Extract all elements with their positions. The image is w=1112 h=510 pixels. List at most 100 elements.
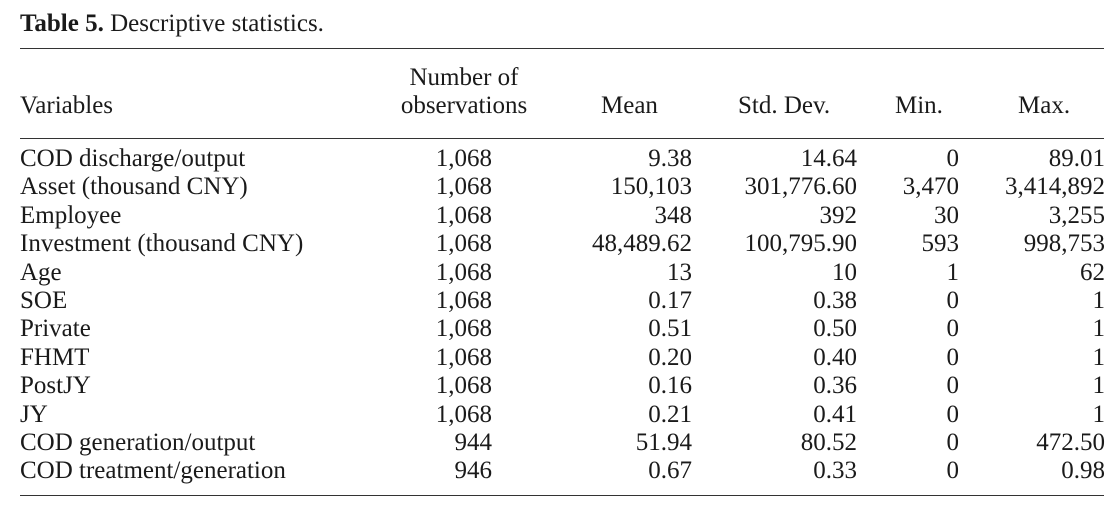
cell-variable: Investment (thousand CNY) — [20, 230, 304, 258]
cell-variable: COD discharge/output — [20, 145, 246, 172]
cell-min: 0 — [946, 400, 960, 428]
table-header-rule — [20, 138, 1104, 139]
cell-variable: Employee — [20, 201, 122, 229]
cell-observations: 1,068 — [435, 343, 492, 371]
header-observations: Number of observations — [380, 64, 548, 120]
cell-max: 0.98 — [1061, 457, 1105, 485]
cell-std-dev: 392 — [819, 201, 858, 229]
cell-max: 1 — [1092, 287, 1106, 315]
cell-std-dev: 10 — [832, 258, 857, 286]
cell-std-dev: 0.38 — [813, 287, 857, 315]
cell-min: 1 — [946, 258, 960, 286]
cell-observations: 946 — [454, 457, 493, 485]
cell-observations: 944 — [454, 429, 493, 457]
cell-mean: 0.16 — [648, 372, 692, 400]
cell-max: 3,414,892 — [1005, 173, 1105, 201]
table-row: Age 1,068 13 10 1 62 — [20, 259, 1105, 287]
statistics-table: COD discharge/output 1,068 9.38 14.64 0 89.01… — [20, 145, 1105, 486]
table-row: Employee 1,068 348 392 30 3,255 — [20, 202, 1105, 230]
cell-observations: 1,068 — [435, 258, 492, 286]
cell-max: 1 — [1092, 372, 1106, 400]
cell-observations: 1,068 — [435, 173, 492, 201]
cell-observations: 1,068 — [435, 372, 492, 400]
cell-variable: COD treatment/generation — [20, 457, 286, 485]
cell-variable: Asset (thousand CNY) — [20, 173, 248, 201]
cell-observations: 1,068 — [435, 287, 492, 315]
cell-mean: 348 — [654, 201, 693, 229]
cell-mean: 0.21 — [648, 400, 692, 428]
header-mean: Mean — [601, 92, 658, 119]
cell-mean: 0.17 — [648, 287, 692, 315]
cell-observations: 1,068 — [435, 315, 492, 343]
table-row: FHMT 1,068 0.20 0.40 0 1 — [20, 344, 1105, 372]
cell-mean: 0.51 — [648, 315, 692, 343]
cell-variable: COD generation/output — [20, 429, 256, 457]
cell-max: 1 — [1092, 400, 1106, 428]
cell-mean: 48,489.62 — [592, 230, 692, 258]
cell-std-dev: 0.41 — [813, 400, 857, 428]
cell-min: 30 — [934, 201, 959, 229]
table-top-rule — [20, 48, 1104, 49]
cell-min: 593 — [921, 230, 960, 258]
cell-std-dev: 301,776.60 — [744, 173, 858, 201]
cell-min: 0 — [946, 315, 960, 343]
cell-mean: 0.20 — [648, 343, 692, 371]
table-row: COD generation/output 944 51.94 80.52 0 472.5… — [20, 429, 1105, 457]
header-max: Max. — [1018, 92, 1071, 119]
cell-min: 0 — [946, 287, 960, 315]
cell-max: 472.50 — [1036, 429, 1105, 457]
cell-max: 998,753 — [1023, 230, 1105, 258]
table-bottom-rule — [20, 495, 1104, 496]
table-row: Private 1,068 0.51 0.50 0 1 — [20, 315, 1105, 343]
cell-min: 0 — [946, 343, 960, 371]
table-row: JY 1,068 0.21 0.41 0 1 — [20, 401, 1105, 429]
cell-mean: 0.67 — [648, 457, 692, 485]
table-row: PostJY 1,068 0.16 0.36 0 1 — [20, 372, 1105, 400]
cell-mean: 9.38 — [648, 145, 692, 172]
table-row: COD treatment/generation 946 0.67 0.33 0 0.98 — [20, 457, 1105, 485]
table-caption-label: Table 5. — [20, 10, 104, 37]
header-min: Min. — [895, 92, 943, 119]
cell-std-dev: 14.64 — [800, 145, 857, 172]
header-observations-line2: observations — [400, 92, 528, 119]
cell-min: 0 — [946, 372, 960, 400]
table-row: Asset (thousand CNY) 1,068 150,103 301,776.… — [20, 173, 1105, 201]
cell-min: 0 — [946, 145, 960, 172]
cell-variable: Age — [20, 258, 62, 286]
cell-std-dev: 80.52 — [800, 429, 857, 457]
header-variables: Variables — [20, 92, 114, 119]
cell-std-dev: 0.36 — [813, 372, 857, 400]
table-row: COD discharge/output 1,068 9.38 14.64 0 89.01 — [20, 145, 1105, 173]
statistics-table-body: COD discharge/output 1,068 9.38 14.64 0 89.01… — [20, 145, 1105, 486]
cell-std-dev: 0.50 — [813, 315, 857, 343]
cell-variable: PostJY — [20, 372, 91, 400]
cell-observations: 1,068 — [435, 201, 492, 229]
cell-mean: 13 — [667, 258, 692, 286]
cell-mean: 150,103 — [610, 173, 692, 201]
cell-min: 3,470 — [902, 173, 959, 201]
cell-max: 89.01 — [1048, 145, 1105, 172]
table-row: Investment (thousand CNY) 1,068 48,489.62 1… — [20, 230, 1105, 258]
cell-mean: 51.94 — [635, 429, 692, 457]
header-std-dev: Std. Dev. — [738, 92, 831, 119]
cell-max: 62 — [1080, 258, 1105, 286]
cell-min: 0 — [946, 457, 960, 485]
cell-variable: JY — [20, 400, 48, 428]
cell-observations: 1,068 — [435, 230, 492, 258]
cell-std-dev: 0.40 — [813, 343, 857, 371]
cell-variable: Private — [20, 315, 91, 343]
header-observations-line1: Number of — [409, 64, 519, 91]
table-caption: Table 5. Descriptive statistics. — [20, 10, 324, 38]
cell-std-dev: 0.33 — [813, 457, 857, 485]
cell-max: 1 — [1092, 343, 1106, 371]
table-caption-text: Descriptive statistics. — [103, 10, 324, 37]
cell-max: 3,255 — [1048, 201, 1105, 229]
cell-max: 1 — [1092, 315, 1106, 343]
cell-observations: 1,068 — [435, 145, 492, 172]
cell-std-dev: 100,795.90 — [744, 230, 858, 258]
table-row: SOE 1,068 0.17 0.38 0 1 — [20, 287, 1105, 315]
cell-variable: SOE — [20, 287, 68, 315]
cell-min: 0 — [946, 429, 960, 457]
cell-observations: 1,068 — [435, 400, 492, 428]
cell-variable: FHMT — [20, 343, 90, 371]
